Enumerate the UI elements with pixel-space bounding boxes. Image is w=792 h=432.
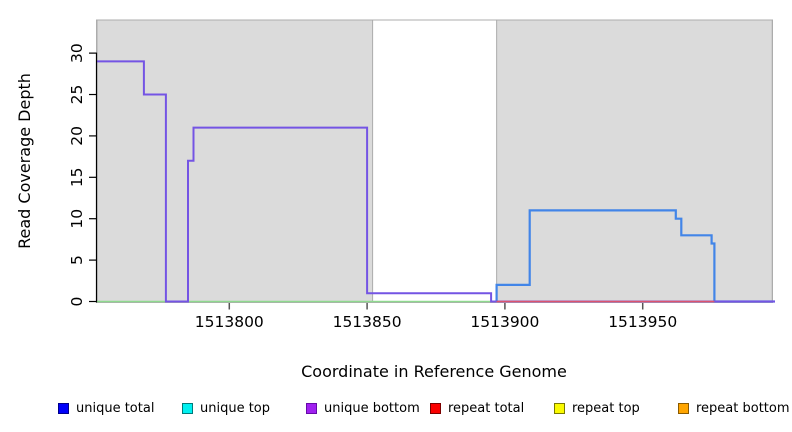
shaded-regions — [96, 19, 773, 303]
series-lines — [97, 60, 775, 303]
legend-swatch-icon — [182, 402, 193, 414]
legend-label: unique top — [200, 400, 271, 416]
series-line-unique-total — [495, 209, 775, 303]
legend-swatch-icon — [554, 402, 565, 414]
legend-label: repeat total — [448, 400, 525, 416]
legend-swatch-icon — [306, 402, 317, 414]
legend-item-repeat-bottom: repeat bottom — [678, 399, 790, 417]
legend-label: repeat top — [572, 400, 640, 416]
y-tick-label: 0 — [68, 297, 86, 307]
legend-swatch-icon — [430, 402, 441, 414]
shaded-region-right — [496, 19, 773, 303]
y-axis: 0 5 10 15 20 25 30 — [68, 43, 98, 307]
x-tick-label: 1513950 — [608, 313, 677, 331]
y-tick-label: 25 — [68, 85, 86, 105]
legend-item-repeat-top: repeat top — [554, 399, 640, 417]
legend-item-unique-bottom: unique bottom — [306, 399, 420, 417]
legend-label: unique bottom — [324, 400, 420, 416]
legend-item-unique-total: unique total — [58, 399, 154, 417]
y-tick-label: 15 — [68, 167, 86, 187]
legend-swatch-icon — [58, 402, 69, 414]
x-tick-label: 1513800 — [195, 313, 264, 331]
x-axis-title: Coordinate in Reference Genome — [301, 362, 567, 381]
y-tick-label: 5 — [68, 255, 86, 265]
x-tick-label: 1513850 — [333, 313, 402, 331]
y-tick-label: 30 — [68, 43, 86, 63]
legend-item-unique-top: unique top — [182, 399, 270, 417]
legend-swatch-icon — [678, 402, 689, 414]
y-tick-label: 20 — [68, 126, 86, 146]
legend: unique total unique top unique bottom repea… — [0, 399, 792, 419]
y-axis-title: Read Coverage Depth — [15, 73, 34, 249]
x-tick-label: 1513900 — [470, 313, 539, 331]
x-axis: 1513800 1513850 1513900 1513950 — [195, 303, 677, 331]
series-line-unique-bottom — [97, 60, 775, 303]
legend-item-repeat-total: repeat total — [430, 399, 524, 417]
y-tick-label: 10 — [68, 209, 86, 229]
legend-label: unique total — [76, 400, 155, 416]
legend-label: repeat bottom — [696, 400, 790, 416]
